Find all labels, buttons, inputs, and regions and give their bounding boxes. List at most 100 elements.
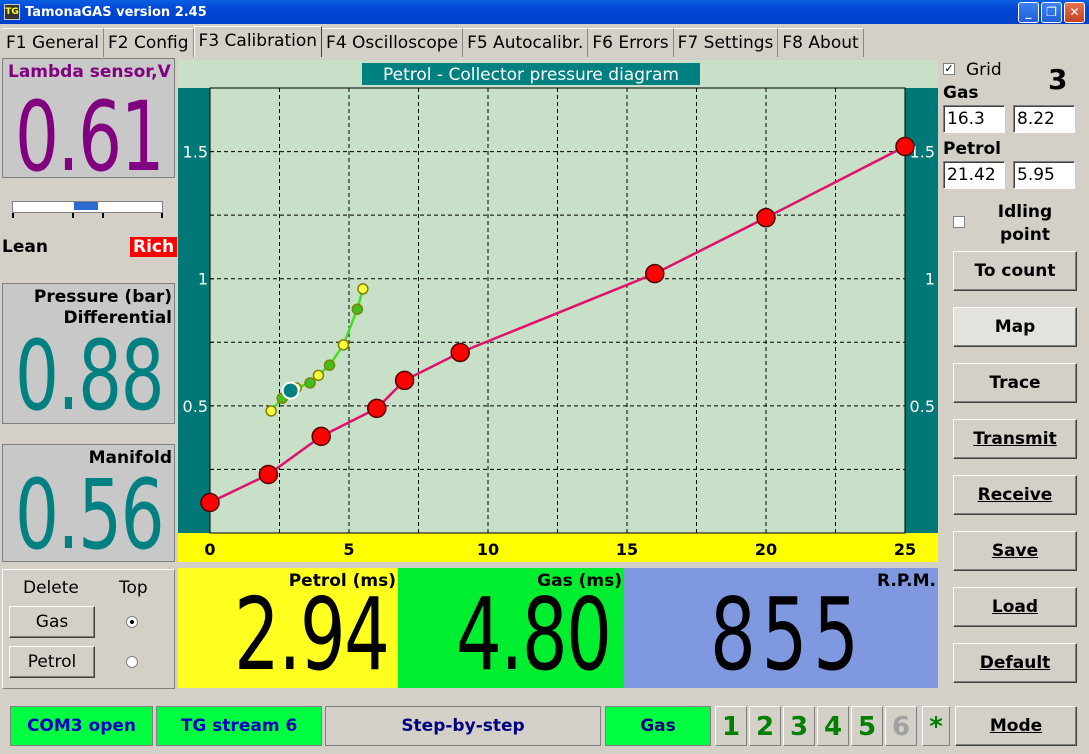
rpm-label: R.P.M. xyxy=(876,571,936,591)
petrol-point[interactable] xyxy=(756,207,776,228)
delete-panel: Delete Top Gas Petrol xyxy=(2,569,175,689)
star-button[interactable]: * xyxy=(922,706,950,746)
tab-oscilloscope[interactable]: F4 Oscilloscope xyxy=(322,28,464,57)
y-tick-label-right: 0.5 xyxy=(910,397,935,416)
y-tick-label-right: 1 xyxy=(925,270,935,289)
left-axis-bar xyxy=(178,88,210,533)
fuel-status: Gas xyxy=(605,706,711,746)
gas-ms-readout: Gas (ms) 4.80 xyxy=(398,568,624,693)
tab-settings[interactable]: F7 Settings xyxy=(673,28,779,57)
gas-value-1[interactable]: 16.3 xyxy=(943,105,1005,133)
rich-label: Rich xyxy=(130,237,178,257)
load-button[interactable]: Load xyxy=(953,587,1077,627)
rpm-readout: R.P.M. 855 xyxy=(624,568,938,693)
chart-panel[interactable]: 0 5 10 15 20 25 0.5 0.5 1 1 1.5 1.5 Petrol - Collect… xyxy=(178,60,938,562)
petrol-point[interactable] xyxy=(367,398,387,419)
petrol-point[interactable] xyxy=(200,492,220,513)
petrol-point[interactable] xyxy=(394,370,415,391)
com-status: COM3 open xyxy=(10,706,153,746)
gas-point[interactable] xyxy=(265,405,277,417)
stream-status: TG stream 6 xyxy=(156,706,322,746)
y-tick-label-left: 1.5 xyxy=(183,143,208,162)
save-button[interactable]: Save xyxy=(953,531,1077,571)
delete-label: Delete xyxy=(23,578,79,598)
trace-button[interactable]: Trace xyxy=(953,363,1077,403)
pressure-title: Pressure (bar) xyxy=(33,287,172,307)
pressure-subtitle: Differential xyxy=(63,308,172,328)
gas-point[interactable] xyxy=(357,283,369,295)
to-count-button[interactable]: To count xyxy=(953,251,1077,291)
tab-config[interactable]: F2 Config xyxy=(104,28,194,57)
petrol-point[interactable] xyxy=(645,263,665,284)
gas-point[interactable] xyxy=(323,359,336,371)
manifold-panel: Manifold 0.56 xyxy=(2,444,175,571)
gas-value-2[interactable]: 8.22 xyxy=(1013,105,1075,133)
petrol-ms-readout: Petrol (ms) 2.94 xyxy=(178,568,398,693)
map-button[interactable]: Map xyxy=(953,307,1077,347)
grid-checkbox[interactable]: ✓ xyxy=(943,62,955,75)
x-tick-label: 10 xyxy=(477,540,499,559)
top-label: Top xyxy=(119,578,148,598)
lambda-value: 0.61 xyxy=(15,81,165,193)
delete-petrol-button[interactable]: Petrol xyxy=(9,646,95,678)
tab-bar: F1 General F2 Config F3 Calibration F4 O… xyxy=(2,26,864,57)
lean-label: Lean xyxy=(2,237,48,257)
minimize-button[interactable]: _ xyxy=(1018,2,1039,23)
receive-button[interactable]: Receive xyxy=(953,475,1077,515)
idling-point-label: Idling point xyxy=(997,202,1053,245)
x-tick-label: 0 xyxy=(204,540,215,559)
petrol-point[interactable] xyxy=(895,136,915,157)
top-gas-radio[interactable] xyxy=(126,616,138,628)
cylinder-3-button[interactable]: 3 xyxy=(783,706,815,746)
cylinder-6-button[interactable]: 6 xyxy=(885,706,917,746)
lambda-panel: Lambda sensor,V 0.61 xyxy=(2,58,175,193)
rpm-value: 855 xyxy=(710,576,865,693)
y-tick-label-right: 1.5 xyxy=(910,143,935,162)
petrol-point[interactable] xyxy=(258,464,279,485)
gas-point[interactable] xyxy=(312,369,325,382)
x-tick-label: 5 xyxy=(343,540,354,559)
petrol-point[interactable] xyxy=(450,342,470,363)
app-icon: TG xyxy=(4,4,20,20)
tab-errors[interactable]: F6 Errors xyxy=(588,28,674,57)
delete-gas-button[interactable]: Gas xyxy=(9,606,95,638)
x-axis-bar xyxy=(178,533,938,562)
manifold-title: Manifold xyxy=(88,448,172,468)
gas-ms-value: 4.80 xyxy=(456,576,612,693)
petrol-ms-label: Petrol (ms) xyxy=(288,571,396,591)
title-bar: TG TamonaGAS version 2.45 _ ❐ ✕ xyxy=(0,0,1089,24)
calibration-chart[interactable]: 0 5 10 15 20 25 0.5 0.5 1 1 1.5 1.5 Petrol - Collect… xyxy=(178,60,938,562)
x-tick-label: 25 xyxy=(894,540,916,559)
x-tick-label: 15 xyxy=(616,540,638,559)
mode-button[interactable]: Mode xyxy=(955,706,1077,746)
close-button[interactable]: ✕ xyxy=(1064,2,1085,23)
restore-button[interactable]: ❐ xyxy=(1041,2,1062,23)
gas-point[interactable] xyxy=(351,303,364,315)
top-petrol-radio[interactable] xyxy=(126,656,138,668)
tab-autocalibr[interactable]: F5 Autocalibr. xyxy=(463,28,589,57)
tab-about[interactable]: F8 About xyxy=(778,28,864,57)
tab-calibration[interactable]: F3 Calibration xyxy=(193,26,323,57)
y-tick-label-left: 1 xyxy=(198,270,208,289)
chart-title-bg xyxy=(362,63,700,85)
gas-point[interactable] xyxy=(304,377,316,389)
petrol-value-2[interactable]: 5.95 xyxy=(1013,161,1075,189)
default-button[interactable]: Default xyxy=(953,643,1077,683)
plot-area[interactable] xyxy=(209,87,906,534)
petrol-value-1[interactable]: 21.42 xyxy=(943,161,1005,189)
cylinder-2-button[interactable]: 2 xyxy=(749,706,781,746)
window-title: TamonaGAS version 2.45 xyxy=(25,4,207,20)
petrol-point[interactable] xyxy=(311,426,331,447)
petrol-ms-value: 2.94 xyxy=(234,576,390,693)
cylinder-1-button[interactable]: 1 xyxy=(715,706,747,746)
tab-general[interactable]: F1 General xyxy=(2,28,104,57)
manifold-value: 0.56 xyxy=(15,459,165,571)
cylinder-4-button[interactable]: 4 xyxy=(817,706,849,746)
idling-point-checkbox[interactable] xyxy=(953,216,965,228)
gas-point[interactable] xyxy=(337,339,350,351)
transmit-button[interactable]: Transmit xyxy=(953,419,1077,459)
gas-ms-label: Gas (ms) xyxy=(537,571,622,591)
right-axis-bar xyxy=(905,88,938,533)
pressure-value: 0.88 xyxy=(15,320,165,432)
cylinder-5-button[interactable]: 5 xyxy=(851,706,883,746)
